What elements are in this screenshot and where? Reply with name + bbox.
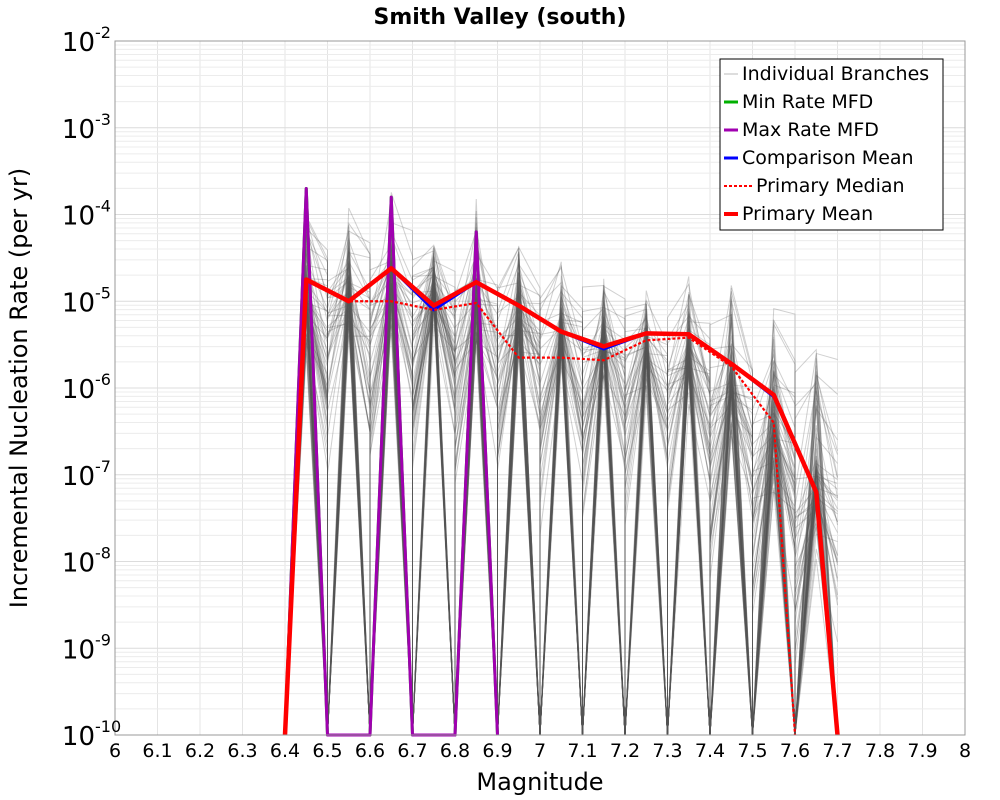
x-tick-label: 7 <box>534 740 546 762</box>
branch-line <box>284 244 838 736</box>
branch-line <box>284 246 838 736</box>
y-tick-label-base: 10 <box>62 202 95 232</box>
summary-series <box>282 186 840 737</box>
branch-line <box>284 251 838 736</box>
branch-line <box>284 245 838 736</box>
y-tick-label-base: 10 <box>62 722 95 752</box>
legend: Individual Branches Min Rate MFD Max Rate … <box>719 58 944 231</box>
y-tick-label-exponent: -10 <box>95 717 121 736</box>
y-tick-label-base: 10 <box>62 462 95 492</box>
x-tick-label: 7.9 <box>907 740 937 762</box>
y-axis-label: Incremental Nucleation Rate (per yr) <box>5 168 33 608</box>
branch-line <box>284 269 838 736</box>
x-tick-label: 6.6 <box>355 740 385 762</box>
branch-line <box>284 245 838 736</box>
branch-line <box>285 290 838 736</box>
y-tick-label-base: 10 <box>62 549 95 579</box>
branch-line <box>285 252 838 736</box>
x-tick-label: 6.3 <box>227 740 257 762</box>
y-tick-label-base: 10 <box>62 288 95 318</box>
x-tick-label: 7.7 <box>822 740 852 762</box>
x-tick-label: 6.9 <box>482 740 512 762</box>
branch-line <box>284 290 838 736</box>
x-tick-label: 6.2 <box>185 740 215 762</box>
branch-line <box>284 276 838 736</box>
y-tick-label-exponent: -3 <box>95 110 111 129</box>
branch-line <box>284 272 838 736</box>
y-tick-label-base: 10 <box>62 115 95 145</box>
x-tick-label: 7.3 <box>652 740 682 762</box>
branch-line <box>284 243 838 736</box>
plot-frame <box>114 40 966 736</box>
x-tick-label: 8 <box>959 740 971 762</box>
series-line-primary-mean <box>282 266 840 736</box>
series-line-primary-median <box>283 278 797 736</box>
y-tick-label-base: 10 <box>62 28 95 58</box>
y-tick-labels: 10-210-310-410-510-610-710-810-910-10 <box>62 23 121 752</box>
legend-label: Max Rate MFD <box>742 119 879 141</box>
legend-label: Individual Branches <box>742 63 929 85</box>
x-tick-label: 6 <box>109 740 121 762</box>
legend-label: Primary Median <box>756 175 905 197</box>
x-tick-label: 6.8 <box>440 740 470 762</box>
x-tick-labels: 6 6.1 6.2 6.3 6.4 6.5 6.6 6.7 6.8 6.9 7 7.1 7.2 7.3 7.… <box>109 740 971 762</box>
x-tick-label: 7.8 <box>865 740 895 762</box>
branch-line <box>284 222 838 736</box>
x-tick-label: 7.6 <box>780 740 810 762</box>
x-tick-label: 7.4 <box>695 740 725 762</box>
legend-box <box>719 58 944 231</box>
legend-label: Comparison Mean <box>742 147 914 169</box>
chart-title: Smith Valley (south) <box>374 5 627 30</box>
x-tick-label: 6.4 <box>270 740 300 762</box>
branch-line <box>285 262 838 736</box>
branch-line <box>284 273 838 736</box>
branch-line <box>284 290 838 736</box>
x-tick-label: 6.5 <box>312 740 342 762</box>
branch-line <box>284 272 838 736</box>
branch-line <box>285 257 838 736</box>
legend-label: Primary Mean <box>742 203 873 225</box>
branch-line <box>284 274 838 736</box>
y-tick-label-exponent: -6 <box>95 370 111 389</box>
y-tick-label-exponent: -5 <box>95 283 111 302</box>
branch-line <box>284 264 838 736</box>
individual-branches <box>284 192 838 736</box>
x-tick-label: 7.2 <box>610 740 640 762</box>
y-tick-label-base: 10 <box>62 635 95 665</box>
branch-line <box>285 256 838 736</box>
y-tick-label-exponent: -2 <box>95 23 111 42</box>
y-tick-label-exponent: -4 <box>95 197 111 216</box>
y-tick-label-exponent: -7 <box>95 457 111 476</box>
y-tick-label-exponent: -9 <box>95 630 111 649</box>
x-tick-label: 7.1 <box>567 740 597 762</box>
x-tick-label: 7.5 <box>737 740 767 762</box>
series-line-max-rate-mfd <box>283 186 499 737</box>
legend-label: Min Rate MFD <box>742 91 873 113</box>
x-tick-label: 6.1 <box>142 740 172 762</box>
y-tick-label-exponent: -8 <box>95 544 111 563</box>
y-tick-label-base: 10 <box>62 375 95 405</box>
x-tick-label: 6.7 <box>397 740 427 762</box>
x-axis-label: Magnitude <box>476 768 603 796</box>
